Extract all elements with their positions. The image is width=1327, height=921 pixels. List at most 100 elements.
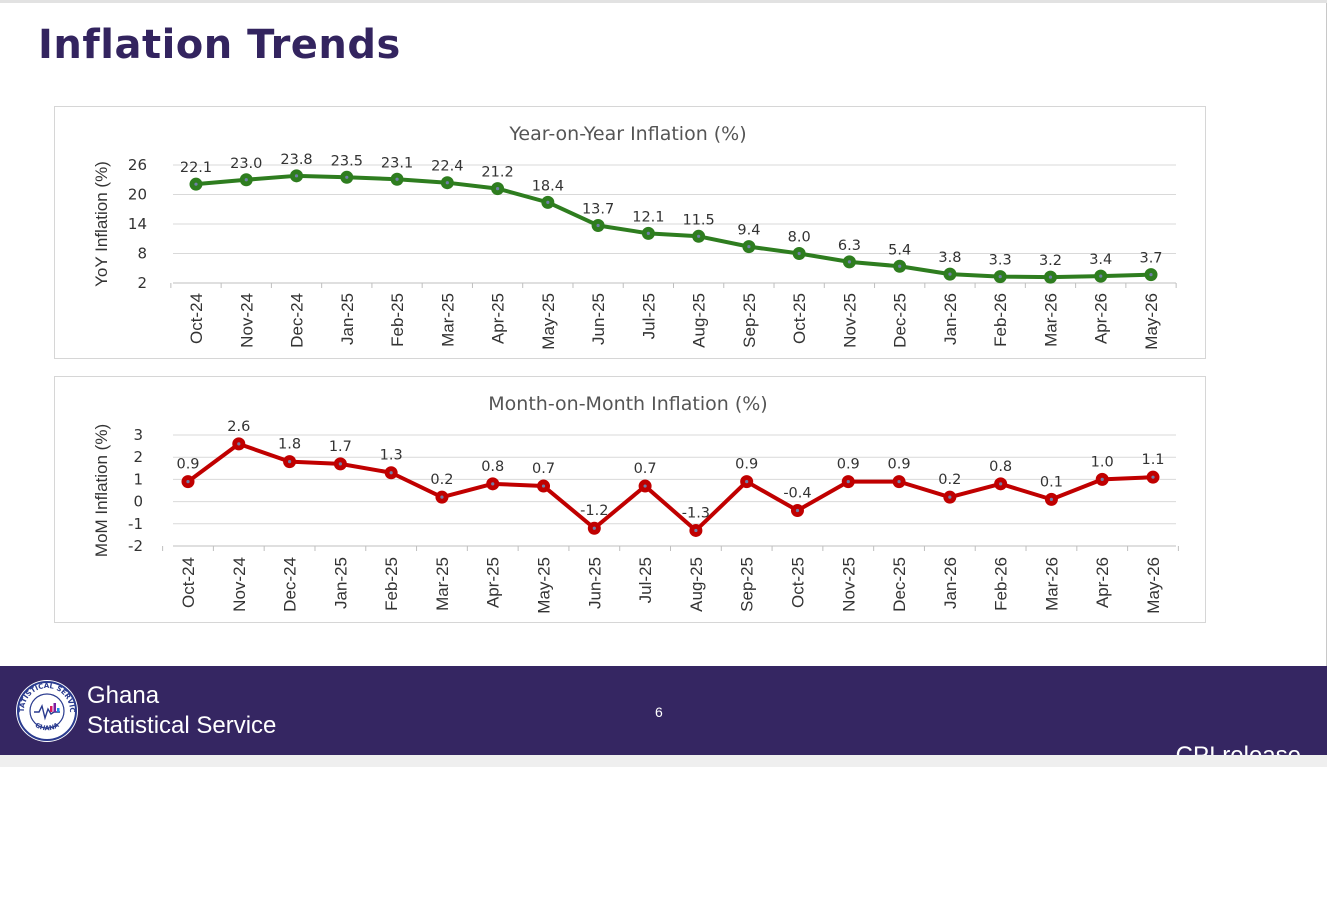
org-name-line2: Statistical Service [87, 712, 277, 739]
data-point-center [541, 484, 546, 488]
data-label: 3.8 [938, 250, 961, 266]
x-tick-label: Aug-25 [690, 293, 709, 348]
y-tick-label: 3 [133, 426, 143, 444]
data-label: 23.1 [381, 155, 413, 171]
x-tick-label: Apr-25 [489, 293, 508, 344]
data-point-center [998, 275, 1002, 279]
data-label: 23.0 [230, 156, 262, 172]
chart-title: Month-on-Month Inflation (%) [488, 393, 767, 415]
data-label: 5.4 [888, 242, 911, 258]
y-tick-label: 26 [128, 156, 147, 174]
organization-name: Ghana Statistical Service [87, 681, 276, 741]
release-line2: May 2026 [1188, 832, 1301, 859]
data-label: 1.0 [1091, 454, 1114, 470]
data-label: 6.3 [838, 238, 861, 254]
data-label: 11.5 [682, 212, 714, 228]
data-point-center [546, 200, 550, 204]
data-point-center [1149, 273, 1153, 277]
x-tick-label: Dec-24 [288, 293, 307, 348]
y-tick-label: -2 [128, 537, 143, 555]
x-tick-label: Jan-26 [941, 557, 960, 609]
x-tick-label: Dec-24 [281, 557, 300, 612]
data-label: 0.9 [837, 457, 860, 473]
x-tick-label: Jul-25 [636, 557, 655, 603]
data-point-center [445, 181, 449, 185]
data-label: 18.4 [532, 178, 564, 194]
data-label: 0.7 [634, 461, 657, 477]
data-point-center [237, 442, 241, 446]
data-label: 0.9 [888, 457, 911, 473]
x-tick-label: Jan-25 [338, 293, 357, 345]
data-point-center [797, 251, 801, 256]
mom-chart-panel: Month-on-Month Inflation (%) MoM Inflatio… [54, 376, 1206, 623]
data-label: 0.2 [938, 472, 961, 488]
data-point-center [948, 272, 952, 276]
data-label: 0.8 [481, 459, 504, 475]
release-info: CPI release May 2026 [1176, 681, 1301, 921]
data-label: -0.4 [783, 485, 811, 501]
data-point-center [244, 178, 248, 182]
top-border [0, 0, 1327, 3]
x-tick-label: May-25 [535, 557, 554, 614]
x-tick-label: Aug-25 [687, 557, 706, 612]
data-point-center [395, 177, 399, 181]
x-tick-label: Apr-26 [1092, 293, 1111, 344]
data-point-center [596, 223, 600, 228]
bottom-strip [0, 755, 1327, 767]
slide: Inflation Trends Year-on-Year Inflation … [0, 0, 1327, 767]
ghana-statistical-service-logo: STATISTICAL SERVICE GHANA [15, 679, 78, 742]
x-tick-label: Jul-25 [639, 293, 658, 339]
data-point-center [1048, 275, 1053, 279]
data-point-center [646, 231, 650, 235]
data-label: 9.4 [737, 223, 760, 239]
x-tick-label: Apr-26 [1093, 557, 1112, 608]
data-point-center [694, 528, 698, 533]
x-tick-label: May-25 [539, 293, 558, 350]
data-point-center [287, 460, 292, 464]
data-point-center [745, 480, 749, 484]
data-point-center [795, 508, 800, 513]
data-label: 0.9 [176, 457, 199, 473]
data-point-center [898, 264, 902, 268]
y-axis-label: MoM Inflation (%) [92, 424, 111, 557]
x-tick-label: Feb-26 [991, 293, 1010, 347]
data-point-center [999, 482, 1003, 486]
x-tick-label: Oct-25 [788, 557, 807, 608]
x-tick-label: Jan-26 [941, 293, 960, 345]
page-title: Inflation Trends [38, 22, 401, 68]
data-point-center [643, 484, 647, 488]
data-label: 3.2 [1039, 253, 1062, 269]
data-point-center [345, 175, 349, 179]
x-tick-label: Feb-25 [388, 293, 407, 347]
data-label: 22.4 [431, 159, 463, 175]
x-tick-label: Mar-25 [438, 293, 457, 347]
data-point-center [389, 471, 393, 475]
y-tick-label: -1 [128, 515, 143, 533]
data-label: 3.7 [1139, 251, 1162, 267]
x-tick-label: Oct-24 [187, 293, 206, 344]
y-tick-label: 14 [128, 215, 147, 233]
data-point-center [186, 480, 190, 484]
data-point-center [697, 234, 701, 238]
logo-bottom-text: GHANA [34, 721, 61, 732]
data-label: 1.1 [1141, 452, 1164, 468]
data-point-center [1100, 477, 1104, 481]
x-tick-label: Oct-24 [179, 557, 198, 608]
data-point-center [897, 480, 901, 484]
x-tick-label: Dec-25 [890, 557, 909, 612]
data-label: 0.1 [1040, 474, 1063, 490]
x-tick-label: Feb-26 [992, 557, 1011, 611]
data-point-center [846, 480, 850, 484]
x-tick-label: Jun-25 [589, 293, 608, 345]
svg-text:GHANA: GHANA [34, 721, 61, 732]
data-label: 23.8 [280, 152, 312, 168]
x-tick-label: Apr-25 [484, 557, 503, 608]
footer-bar: STATISTICAL SERVICE GHANA Ghana Statisti… [0, 666, 1327, 859]
data-label: 13.7 [582, 201, 614, 217]
data-label: 0.2 [430, 472, 453, 488]
yoy-chart-panel: Year-on-Year Inflation (%) YoY Inflation … [54, 106, 1206, 359]
y-tick-label: 20 [128, 186, 147, 204]
data-label: -1.3 [682, 505, 710, 521]
org-name-line1: Ghana [87, 682, 160, 709]
data-point-center [491, 482, 495, 486]
